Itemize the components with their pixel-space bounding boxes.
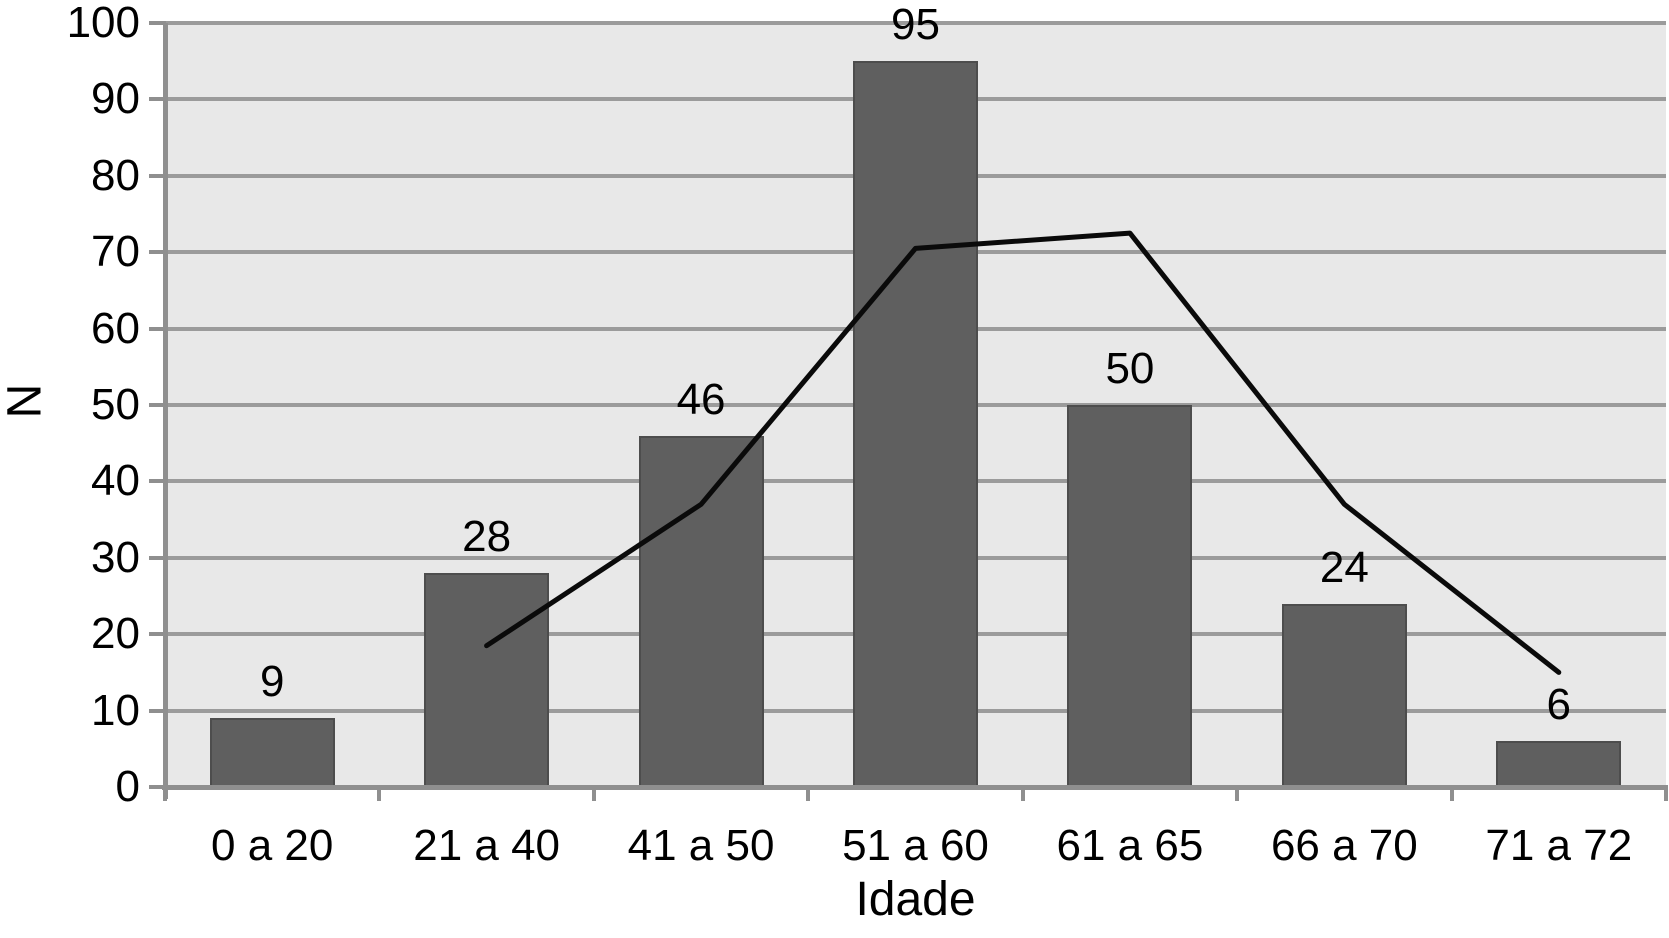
x-tick xyxy=(1449,785,1454,801)
y-tick xyxy=(149,97,166,102)
y-tick xyxy=(149,708,166,713)
x-tick xyxy=(1664,785,1668,801)
y-tick-label: 10 xyxy=(91,685,140,735)
x-tick xyxy=(591,785,596,801)
trend-line-path xyxy=(484,230,1562,675)
bar-value-label: 24 xyxy=(1319,542,1369,592)
x-tick xyxy=(1235,785,1240,801)
bar-value-label: 28 xyxy=(462,512,512,562)
bar xyxy=(424,573,550,787)
y-tick xyxy=(149,173,166,178)
y-tick xyxy=(149,250,166,255)
plot-area: 9 28 46 95 50 24 6 xyxy=(165,1,1666,787)
bar xyxy=(209,718,335,787)
y-tick xyxy=(149,21,166,25)
y-tick xyxy=(149,632,166,637)
y-tick-label: 70 xyxy=(91,227,140,277)
bar xyxy=(1496,741,1622,787)
y-tick xyxy=(149,326,166,331)
bar xyxy=(853,61,978,787)
y-tick xyxy=(149,479,166,484)
x-tick-label: 66 a 70 xyxy=(1270,821,1418,870)
x-axis-line xyxy=(162,785,1666,790)
y-tick-label: 60 xyxy=(91,303,140,353)
y-tick xyxy=(149,403,166,407)
y-tick-label: 0 xyxy=(115,762,140,811)
x-tick xyxy=(806,785,811,801)
bar xyxy=(1281,603,1407,787)
bar-value-label: 50 xyxy=(1105,344,1155,393)
y-tick-label: 20 xyxy=(91,609,140,659)
y-tick-label: 90 xyxy=(91,74,140,124)
y-tick xyxy=(149,785,166,789)
y-tick-label: 50 xyxy=(91,380,140,429)
x-tick xyxy=(377,785,382,801)
x-tick-label: 51 a 60 xyxy=(842,821,989,870)
x-tick-label: 71 a 72 xyxy=(1485,821,1633,870)
bar-value-label: 46 xyxy=(676,374,726,424)
x-tick-label: 21 a 40 xyxy=(413,821,561,870)
x-tick-label: 0 a 20 xyxy=(211,821,334,870)
x-tick-label: 41 a 50 xyxy=(627,821,775,870)
bar-value-label: 6 xyxy=(1546,680,1572,730)
y-tick-label: 80 xyxy=(91,150,140,200)
gridline xyxy=(165,21,1666,25)
y-tick xyxy=(149,555,166,560)
y-tick-label: 30 xyxy=(91,532,140,582)
y-tick-label: 100 xyxy=(66,0,140,47)
y-tick-label: 40 xyxy=(91,456,140,506)
bar xyxy=(638,435,764,787)
x-tick xyxy=(163,785,167,801)
bar-value-label: 95 xyxy=(891,0,940,50)
trend-line xyxy=(484,230,1562,675)
x-tick-label: 61 a 65 xyxy=(1056,821,1204,870)
y-axis-line xyxy=(163,23,168,799)
bar-value-label: 9 xyxy=(259,657,285,707)
bar xyxy=(1067,405,1193,787)
x-axis-title: Idade xyxy=(855,873,976,926)
x-tick xyxy=(1020,785,1025,801)
